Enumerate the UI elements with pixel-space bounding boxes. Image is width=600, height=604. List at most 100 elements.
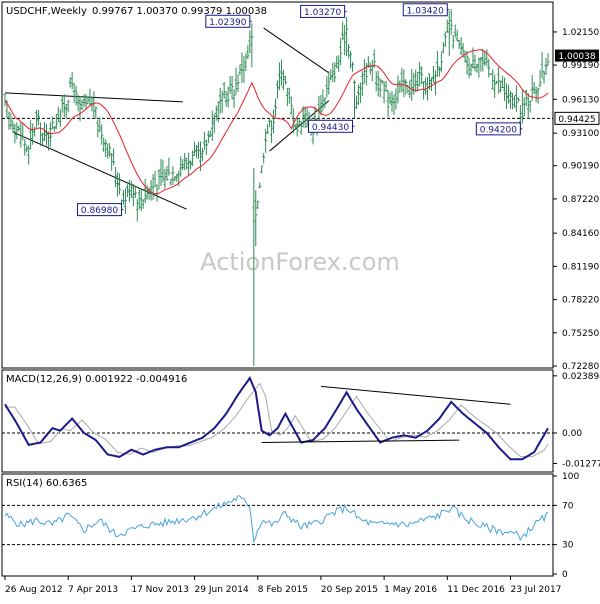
price-bar	[469, 63, 473, 76]
x-tick-label: 20 Sep 2015	[321, 585, 378, 595]
price-bar	[396, 75, 400, 104]
rsi-panel-frame	[1, 473, 554, 577]
price-y-tick-label: 0.99190	[562, 61, 599, 71]
price-bar	[520, 89, 524, 124]
price-bar	[82, 94, 86, 108]
price-bar	[242, 56, 246, 83]
x-tick-label: 29 Jun 2014	[195, 585, 249, 595]
price-bar	[378, 78, 382, 98]
price-bar	[84, 93, 88, 109]
price-bar	[100, 124, 104, 145]
level-label-text: 1.03270	[304, 8, 341, 18]
price-bar	[236, 74, 240, 92]
price-bar	[382, 81, 386, 104]
price-bar	[453, 24, 457, 38]
price-bar	[431, 65, 435, 83]
current-price-label: 1.00038	[558, 52, 595, 62]
price-bar	[256, 200, 260, 210]
price-bar	[102, 137, 106, 153]
level-label-text: 0.94200	[480, 125, 517, 135]
price-bar	[473, 54, 477, 71]
price-bar	[262, 152, 266, 164]
price-bar	[408, 80, 412, 99]
price-bar	[289, 96, 293, 115]
price-bar	[345, 17, 349, 57]
price-bar	[430, 77, 434, 91]
price-bar	[368, 63, 372, 75]
price-bar	[268, 118, 272, 128]
price-bar	[110, 153, 114, 171]
price-bar	[510, 92, 514, 110]
x-tick-label: 8 Feb 2015	[258, 585, 308, 595]
price-bar	[232, 89, 236, 109]
price-bar	[351, 61, 355, 72]
macd-panel-frame	[1, 369, 554, 473]
price-bar	[167, 157, 171, 176]
rsi-y-tick-label: 0	[562, 570, 568, 580]
price-bar	[17, 125, 21, 132]
price-bar	[250, 23, 254, 68]
price-bar	[116, 172, 120, 197]
price-bar	[512, 95, 516, 108]
x-tick-label: 11 Dec 2016	[447, 585, 505, 595]
price-bar	[390, 91, 394, 112]
price-bar	[536, 87, 540, 104]
price-bar	[416, 71, 420, 91]
price-bar	[435, 51, 439, 77]
rsi-y-tick-label: 70	[562, 501, 574, 511]
price-bar	[155, 184, 159, 202]
price-bar	[23, 138, 27, 156]
price-bar	[244, 52, 248, 72]
level-label-text: 0.94430	[312, 123, 349, 133]
price-bar	[489, 73, 493, 76]
price-bar	[445, 19, 449, 33]
price-bar	[376, 70, 380, 97]
price-bar	[546, 52, 550, 66]
price-bar	[27, 145, 31, 165]
price-bar	[356, 84, 360, 105]
price-bar	[410, 68, 414, 101]
price-bar	[260, 165, 264, 174]
price-bar	[495, 80, 499, 85]
price-bar	[169, 178, 173, 186]
price-bar	[210, 110, 214, 141]
x-tick-label: 17 Nov 2013	[131, 585, 189, 595]
price-bar	[195, 144, 199, 158]
price-bar	[25, 145, 29, 153]
price-bar	[112, 148, 116, 166]
price-layer: 0.86980 1.02390 1.03270 0.94430 1.03420 0.942…	[2, 3, 553, 366]
rsi-layer	[2, 495, 553, 546]
price-bar	[297, 118, 301, 126]
price-bar	[479, 57, 483, 72]
price-bar	[333, 62, 337, 83]
price-bar	[283, 76, 287, 85]
price-bar	[327, 71, 331, 95]
price-bar	[139, 188, 143, 212]
price-bar	[463, 50, 467, 63]
price-bar	[526, 93, 530, 120]
price-bar	[384, 80, 388, 92]
price-bar	[392, 94, 396, 116]
price-bar	[151, 174, 155, 200]
price-bar	[70, 72, 74, 90]
rsi-y-tick-label: 100	[562, 472, 579, 482]
price-bar	[400, 68, 404, 93]
price-bar	[66, 99, 70, 113]
price-bar	[291, 107, 295, 134]
price-bar	[522, 97, 526, 117]
price-bar	[441, 41, 445, 54]
price-bar	[354, 95, 358, 109]
price-bar	[197, 141, 201, 160]
price-bar	[364, 62, 368, 86]
x-tick-label: 26 Aug 2012	[5, 585, 63, 595]
price-bar	[347, 43, 351, 59]
price-bar	[398, 80, 402, 93]
price-bar	[264, 129, 268, 153]
price-bar	[7, 111, 11, 130]
price-bar	[514, 85, 518, 112]
rsi-line	[4, 495, 549, 544]
price-bar	[189, 160, 193, 170]
price-bar	[467, 57, 471, 79]
price-bar	[94, 106, 98, 119]
